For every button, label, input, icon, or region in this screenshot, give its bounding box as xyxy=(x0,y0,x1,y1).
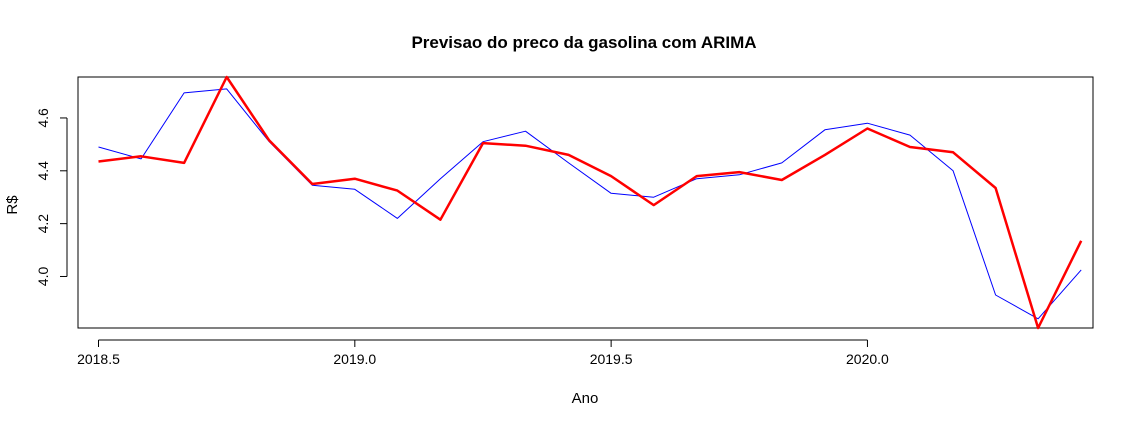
series-line-2 xyxy=(98,75,1083,330)
plot-frame xyxy=(77,76,1094,329)
x-axis-label: Ano xyxy=(572,390,599,407)
y-tick-label: 4.2 xyxy=(35,214,51,234)
x-tick-label: 2019.0 xyxy=(333,351,376,367)
x-tick-label: 2020.0 xyxy=(846,351,889,367)
series-layer xyxy=(98,75,1083,330)
y-axis-label: R$ xyxy=(4,195,21,215)
chart-title: Previsao do preco da gasolina com ARIMA xyxy=(411,33,756,52)
y-tick-label: 4.4 xyxy=(35,161,51,181)
y-tick-label: 4.6 xyxy=(35,108,51,128)
series-line-1 xyxy=(98,88,1082,320)
x-tick-label: 2019.5 xyxy=(590,351,633,367)
y-axis: 4.0 4.2 4.4 4.6 xyxy=(35,108,68,287)
x-axis: 2018.5 2019.0 2019.5 2020.0 xyxy=(77,339,889,367)
x-tick-label: 2018.5 xyxy=(77,351,120,367)
y-tick-label: 4.0 xyxy=(35,267,51,287)
